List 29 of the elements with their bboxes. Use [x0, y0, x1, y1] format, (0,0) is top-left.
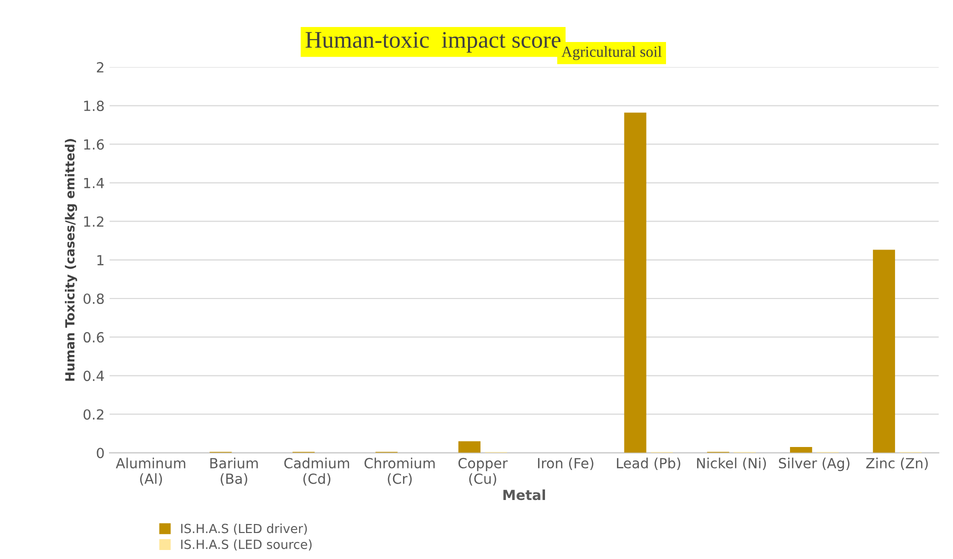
bar [624, 112, 646, 453]
y-tick-label: 1.6 [84, 139, 104, 150]
y-tick-label: 0.6 [84, 332, 104, 343]
x-tick-label: Chromium (Cr) [364, 458, 435, 486]
x-axis-title: Metal [503, 489, 545, 500]
x-tick-label: Aluminum (Al) [116, 458, 186, 486]
y-tick-label: 1 [97, 255, 104, 266]
x-tick-label: Iron (Fe) [538, 458, 594, 470]
x-tick-label: Cadmium (Cd) [284, 458, 350, 486]
x-tick-label: Zinc (Zn) [866, 458, 928, 470]
bar [872, 250, 896, 453]
bar [458, 441, 480, 453]
x-tick-label: Lead (Pb) [616, 458, 680, 470]
legend-label: IS.H.A.S (LED driver) [181, 524, 307, 535]
y-tick-label: 0.2 [84, 409, 104, 420]
y-tick-label: 0.4 [84, 370, 104, 382]
x-tick-label: Barium (Ba) [210, 458, 258, 486]
legend-label: IS.H.A.S (LED source) [181, 539, 312, 551]
y-tick-label: 1.8 [84, 100, 104, 112]
x-tick-label: Copper (Cu) [458, 458, 508, 486]
y-tick-label: 0 [96, 448, 104, 458]
x-tick-label: Silver (Ag) [778, 458, 850, 472]
y-tick-label: 2 [96, 62, 104, 72]
x-tick-label: Nickel (Ni) [697, 458, 766, 470]
bar [790, 447, 812, 453]
y-tick-label: 1.2 [84, 216, 104, 227]
y-tick-label: 1.4 [84, 178, 104, 188]
y-tick-label: 0.8 [84, 293, 104, 304]
y-axis-title: Human Toxicity (cases/kg emitted) [64, 139, 78, 381]
